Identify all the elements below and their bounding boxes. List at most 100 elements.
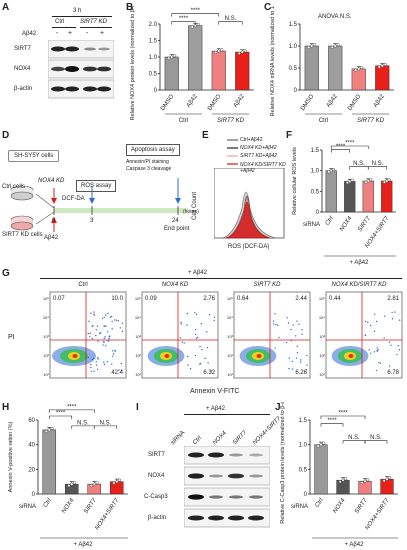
event-dot: [391, 311, 393, 314]
event-dot: [104, 336, 106, 338]
event-dot: [109, 335, 111, 337]
bar: [164, 56, 179, 91]
panel-c-anova-note: ANOVA N.S.: [318, 14, 352, 20]
sig-label: ****: [327, 418, 337, 424]
panel-i-lane-sirt7: SIRT7: [232, 430, 249, 447]
sig-label: N.S.: [353, 161, 365, 167]
event-dot: [97, 340, 99, 342]
axis-tick: 10¹: [43, 372, 49, 377]
event-dot: [120, 362, 123, 365]
data-point: [341, 478, 345, 482]
x-tick-label: NOX4: [339, 215, 354, 232]
bar: [375, 65, 390, 91]
event-dot: [375, 320, 378, 323]
bar: [211, 50, 226, 91]
panel-d-ctrl-cells: Ctrl cells: [2, 184, 26, 190]
group-label: SIRT7 KD: [217, 118, 245, 124]
panel-d-kd-cells: SIRT7 KD cells: [2, 232, 43, 238]
data-point: [95, 481, 99, 485]
event-dot: [373, 330, 376, 333]
panel-d-hours: (hours): [183, 209, 199, 215]
panel-e-plot: [214, 168, 285, 239]
bar: [362, 180, 374, 213]
bar: [336, 479, 350, 495]
event-dot: [213, 319, 215, 322]
y-tick-label: 0.5: [299, 467, 308, 473]
panel-d-dcf: DCF-DA: [62, 196, 85, 202]
axis-tick: 10¹: [227, 372, 233, 377]
event-dot: [95, 329, 97, 331]
axis-tick: 10²: [227, 353, 233, 358]
event-dot: [183, 342, 185, 344]
y-tick-label: 0: [154, 88, 158, 94]
data-point: [385, 179, 389, 183]
event-dot: [105, 325, 107, 327]
y-axis-label: Annexin V-positive ration (%): [8, 422, 14, 493]
sig-bracket: [320, 423, 344, 427]
panel-a-abeta-label: Aβ42: [22, 31, 37, 37]
event-dot: [105, 314, 107, 316]
data-point: [338, 480, 342, 484]
y-tick-label: 1.5: [311, 148, 320, 154]
event-dot: [90, 370, 92, 373]
panel-d-tick-0: 0: [52, 218, 56, 224]
panel-b-chart: 0 0.5 1.0 1.5 2.0 Relative NOX4 protein level…: [130, 6, 254, 124]
data-point: [310, 44, 314, 48]
event-dot: [377, 348, 379, 351]
sig-bracket: [320, 415, 366, 419]
panel-letter-c: C: [264, 2, 272, 13]
data-point: [388, 476, 392, 480]
panel-a-sign-1: -: [56, 30, 59, 37]
event-dot: [114, 349, 116, 352]
bar: [109, 481, 124, 495]
event-dot: [368, 349, 370, 351]
event-dot: [117, 320, 120, 322]
event-dot: [110, 315, 113, 318]
x-tick-label: SIRT7: [354, 497, 369, 515]
event-dot: [93, 313, 95, 315]
sig-bracket: [364, 440, 388, 444]
x-tick-label: NOX4: [61, 497, 76, 514]
data-point: [243, 49, 247, 53]
y-tick-label: 0: [304, 492, 308, 498]
data-point: [360, 66, 364, 70]
event-dot: [208, 313, 211, 316]
x-tick-label: SIRT7: [83, 497, 98, 515]
panel-letter-i: I: [136, 402, 139, 413]
quadrant-lower-right: 42.4: [111, 370, 123, 376]
bar: [188, 25, 203, 91]
panel-d-ros-box: ROS assay: [76, 180, 117, 192]
plot-frame: [49, 291, 127, 379]
event-dot: [98, 332, 101, 335]
y-tick-label: 1.0: [299, 443, 308, 449]
event-dot: [383, 337, 385, 339]
flow-plot-title: Ctrl: [78, 282, 88, 288]
sig-label: ****: [56, 411, 66, 417]
event-dot: [213, 316, 216, 318]
sig-bracket: [367, 166, 388, 170]
event-dot: [115, 319, 118, 321]
y-axis-label: Relative cellular ROS levels: [292, 147, 298, 215]
data-point: [89, 484, 93, 488]
event-dot: [109, 316, 112, 318]
event-dot: [391, 318, 394, 320]
arrow-abeta: [51, 217, 57, 223]
group-label: SIRT7 KD: [357, 118, 385, 124]
event-dot: [379, 362, 382, 364]
data-point: [366, 478, 370, 482]
axis-tick: 10²: [43, 353, 49, 358]
event-dot: [277, 324, 279, 326]
data-point: [67, 484, 71, 488]
event-dot: [364, 334, 367, 337]
sig-label: ****: [345, 141, 355, 147]
data-point: [382, 479, 386, 483]
plot-frame: [325, 291, 403, 379]
axis-tick: 10¹: [135, 372, 141, 377]
event-dot: [285, 341, 288, 344]
panel-d-cell-line-box: SH-SY5Y cells: [8, 150, 60, 162]
x-tick-label: DMSO: [160, 93, 175, 111]
event-dot: [396, 353, 398, 356]
event-dot: [196, 336, 199, 339]
quadrant-lower-right: 6.26: [295, 370, 307, 376]
data-point: [47, 428, 51, 432]
